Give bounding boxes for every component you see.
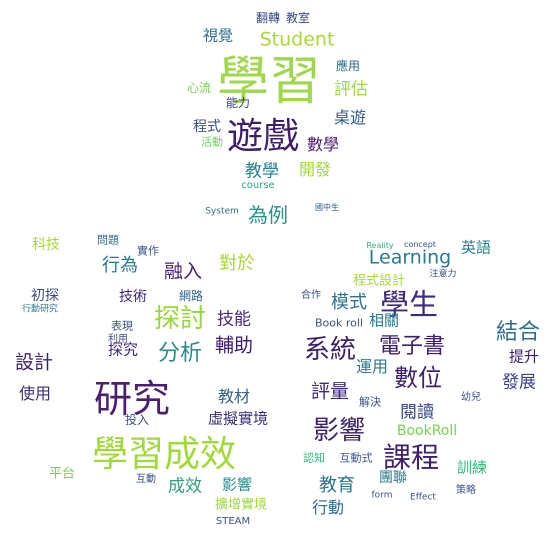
cloud-word: 互動 — [136, 474, 156, 485]
cloud-word: 教學 — [245, 161, 279, 182]
cloud-word: Book roll — [315, 316, 363, 330]
cloud-word: 技術 — [119, 289, 147, 305]
cloud-word: 相關 — [368, 311, 400, 330]
cloud-word: 教材 — [217, 387, 251, 406]
cloud-word: 學習成效 — [91, 434, 237, 475]
cloud-word: 對於 — [219, 253, 255, 274]
cloud-word: 投入 — [124, 413, 150, 427]
cloud-word: 虛擬實境 — [207, 409, 269, 428]
cloud-word: 學習 — [216, 52, 322, 112]
cloud-word: STEAM — [215, 516, 251, 527]
cloud-word: 影響 — [221, 475, 253, 494]
cloud-word: 為例 — [248, 203, 288, 227]
cloud-word: 注意力 — [429, 269, 457, 280]
cloud-word: 研究 — [93, 377, 171, 421]
cloud-word: 結合 — [495, 320, 541, 345]
cloud-word: 英語 — [460, 238, 492, 257]
cloud-word: 輔助 — [214, 334, 254, 357]
cloud-word: 平台 — [48, 466, 76, 482]
cloud-word: form — [371, 490, 393, 501]
cloud-word: 心流 — [186, 81, 212, 95]
cloud-word: 合作 — [301, 290, 321, 301]
cloud-word: 桌遊 — [333, 108, 367, 127]
cloud-word: 閱讀 — [400, 402, 434, 423]
cloud-word: 探究 — [107, 340, 139, 359]
cloud-word: 活動 — [201, 135, 223, 149]
cloud-word: 問題 — [97, 233, 119, 247]
cloud-word: 翻轉 — [255, 11, 281, 25]
cloud-word: 能力 — [225, 96, 251, 110]
cloud-word: 運用 — [355, 357, 389, 376]
cloud-word: 應用 — [335, 59, 361, 73]
cloud-word: 探討 — [153, 304, 207, 334]
cloud-word: System — [205, 206, 239, 217]
cloud-word: 策略 — [456, 485, 476, 496]
cloud-word: 初探 — [31, 288, 59, 304]
cloud-word: Reality — [366, 241, 394, 250]
cloud-word: 程式設計 — [352, 273, 406, 289]
cloud-word: 電子書 — [378, 334, 446, 359]
cloud-word: 互動式 — [339, 451, 373, 465]
cloud-word: 系統 — [303, 335, 357, 365]
cloud-word: 提升 — [508, 347, 540, 366]
cloud-word: 分析 — [157, 341, 203, 366]
cloud-word: Learning — [368, 246, 452, 269]
cloud-word: 成效 — [168, 476, 202, 497]
cloud-word: 教育 — [319, 475, 355, 496]
cloud-word: 實作 — [137, 244, 159, 258]
cloud-word: 行動研究 — [21, 304, 59, 315]
cloud-word: 團聯 — [379, 470, 407, 486]
cloud-word: 課程 — [382, 441, 440, 474]
cloud-word: 評估 — [334, 79, 368, 100]
cloud-word: 使用 — [18, 384, 52, 403]
cloud-word: 科技 — [32, 237, 60, 253]
cloud-word: BookRoll — [396, 423, 458, 439]
cloud-word: Student — [259, 28, 335, 51]
cloud-word: 訓練 — [456, 458, 488, 477]
cloud-word: 開發 — [298, 160, 332, 179]
cloud-word: 解決 — [359, 395, 381, 409]
cloud-word: 幼兒 — [461, 392, 481, 403]
cloud-word: 網路 — [178, 289, 204, 303]
cloud-word: 影響 — [312, 416, 366, 446]
cloud-word: 遊戲 — [226, 116, 300, 157]
cloud-word: 設計 — [14, 351, 54, 374]
cloud-word: Effect — [410, 492, 436, 503]
cloud-word: 學生 — [379, 287, 439, 322]
cloud-word: concept — [404, 240, 436, 249]
cloud-word: 數位 — [394, 364, 442, 392]
cloud-word: 行為 — [102, 255, 138, 276]
cloud-word: 程式 — [193, 119, 221, 135]
cloud-word: 數學 — [306, 135, 340, 154]
cloud-word: 技能 — [217, 309, 251, 330]
cloud-word: 行動 — [311, 498, 345, 517]
cloud-word: 發展 — [502, 372, 536, 393]
cloud-word: 模式 — [331, 292, 367, 313]
cloud-word: 評量 — [310, 380, 350, 403]
cloud-word: 擴增實境 — [214, 497, 268, 513]
cloud-word: 國中生 — [315, 203, 339, 212]
cloud-word: 利用 — [108, 334, 128, 345]
cloud-word: 認知 — [303, 451, 325, 465]
cloud-word: 表現 — [111, 319, 133, 333]
cloud-word: 融入 — [163, 260, 203, 283]
cloud-word: 教室 — [285, 11, 311, 25]
cloud-word: course — [241, 180, 275, 191]
cloud-word: 視覺 — [202, 26, 234, 45]
